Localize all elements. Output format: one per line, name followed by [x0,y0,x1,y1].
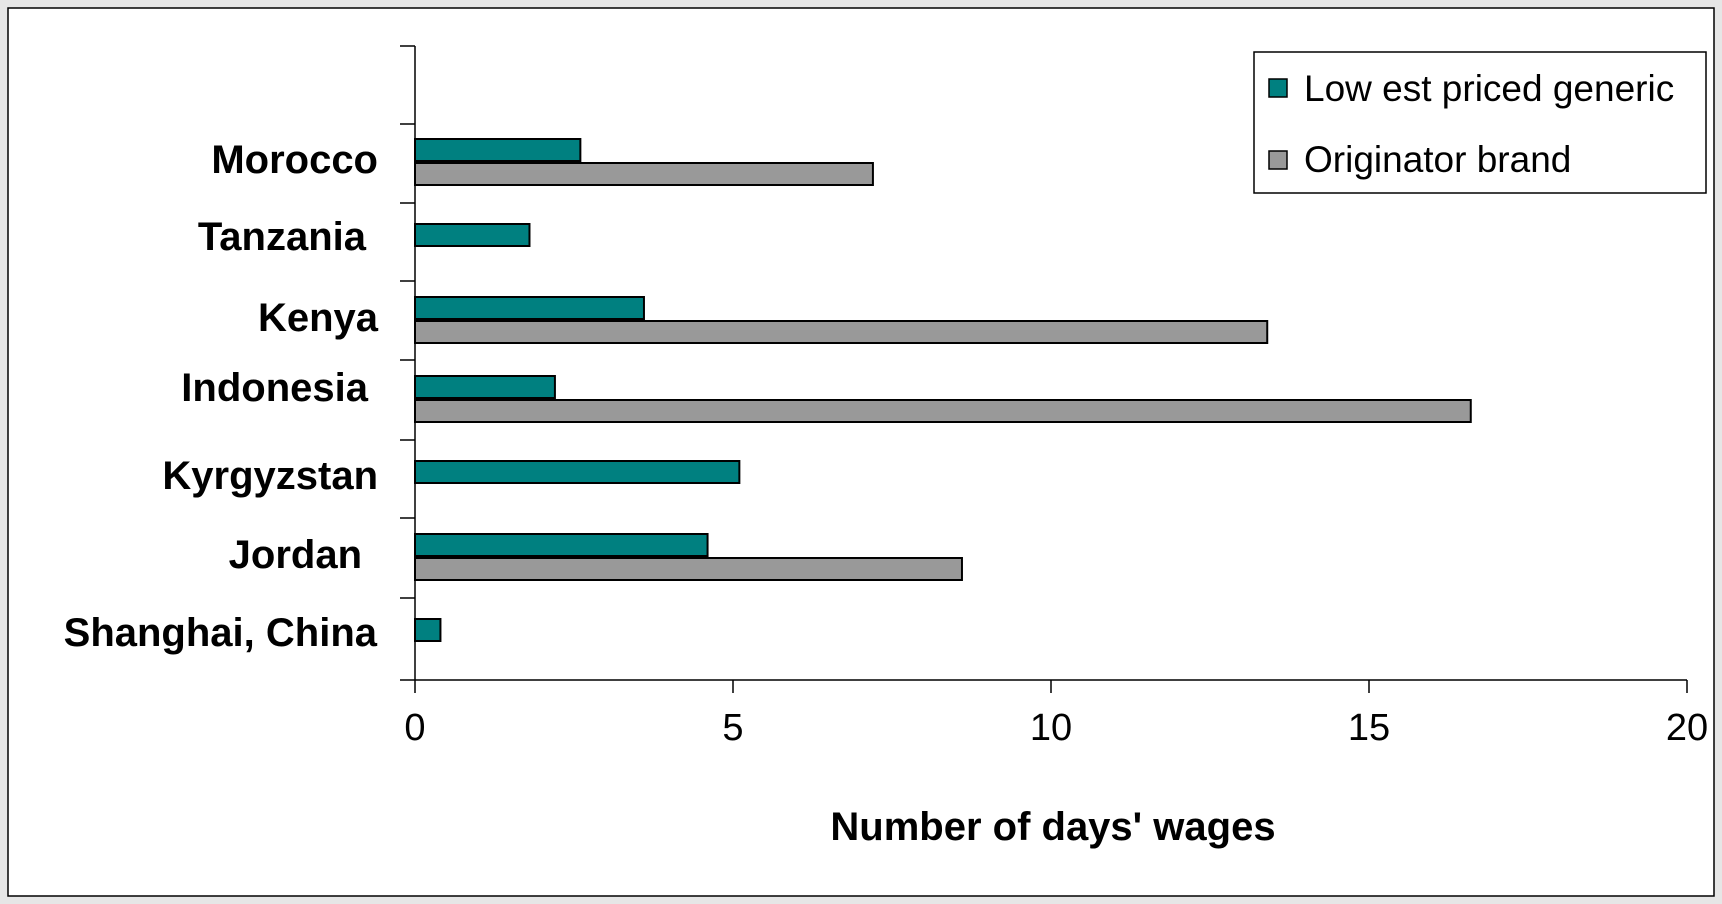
bar-generic [414,618,442,642]
bar-originator [414,557,963,581]
legend-box [1253,51,1707,194]
x-tick-label: 10 [1030,707,1072,749]
bar-originator [414,162,874,186]
y-tick-label: Shanghai, China [64,611,378,655]
y-tick-label: Kyrgyzstan [162,454,378,498]
bar-generic [414,533,709,557]
legend-label-originator: Originator brand [1304,139,1571,180]
bar-originator [414,399,1472,423]
legend-swatch-originator [1268,150,1288,170]
y-tick-label: Jordan [229,533,362,577]
legend: Low est priced generic Originator brand [1253,51,1707,194]
bar-generic [414,223,531,247]
bar-generic [414,138,582,162]
y-tick-label: Morocco [211,138,378,182]
bars [414,138,1472,642]
legend-label-generic: Low est priced generic [1304,68,1674,109]
x-tick-label: 0 [404,707,425,749]
x-axis-title: Number of days' wages [830,805,1275,849]
bar-originator [414,320,1269,344]
y-tick-label: Indonesia [181,366,368,410]
bar-generic [414,460,741,484]
labels: 0 5 10 15 20 Morocco Tanzania Kenya Indonesia Kyr… [64,138,1709,749]
x-tick-label: 5 [722,707,743,749]
x-tick-label: 20 [1666,707,1708,749]
bar-generic [414,375,556,399]
y-tick-label: Kenya [258,296,379,340]
y-tick-label: Tanzania [198,215,367,259]
bar-generic [414,296,645,320]
x-tick-label: 15 [1348,707,1390,749]
legend-swatch-generic [1268,78,1288,98]
